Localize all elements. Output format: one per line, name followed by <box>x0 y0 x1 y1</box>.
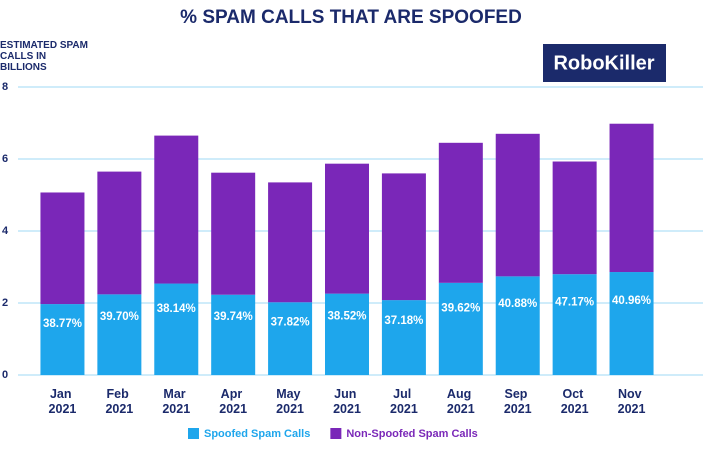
bar-segment <box>552 274 597 375</box>
bar-label: 39.62% <box>441 303 480 315</box>
x-tick-label: Oct 2021 <box>561 387 589 416</box>
chart-title: % SPAM CALLS THAT ARE SPOOFED <box>180 7 522 28</box>
x-tick-label: Nov 2021 <box>618 387 646 416</box>
bar-label: 39.70% <box>100 311 139 323</box>
bar-segment <box>40 304 85 375</box>
logo: RoboKiller <box>553 52 654 74</box>
x-tick-label: Aug 2021 <box>447 387 475 416</box>
bar-label: 38.52% <box>327 310 366 322</box>
bar-segment <box>325 293 369 375</box>
x-tick-label: Mar 2021 <box>162 387 190 416</box>
bar-segment <box>609 272 654 375</box>
bar-segment <box>495 276 540 375</box>
y-axis-label: ESTIMATED SPAM CALLS IN BILLIONS <box>0 40 91 73</box>
bar-label: 38.77% <box>43 318 82 330</box>
bar-segment <box>40 192 85 305</box>
bar-segment <box>552 161 597 275</box>
bar-segment <box>154 283 199 375</box>
bar-segment <box>211 294 256 375</box>
bar-label: 39.74% <box>214 311 253 323</box>
x-tick-label: Feb 2021 <box>105 387 133 416</box>
bar-segment <box>268 182 313 303</box>
y-tick-label: 8 <box>2 81 8 93</box>
y-tick-label: 6 <box>2 153 8 165</box>
bar-label: 37.18% <box>384 315 423 327</box>
logo-box <box>543 44 666 82</box>
legend-swatch <box>188 428 199 439</box>
bar-label: 40.96% <box>612 295 651 307</box>
bar-segment <box>268 302 313 375</box>
bar-segment <box>211 172 256 295</box>
legend-swatch <box>330 428 342 439</box>
bar-segment <box>97 294 142 375</box>
bar-segment <box>97 171 142 295</box>
legend-label: Spoofed Spam Calls <box>204 428 310 440</box>
bar-label: 47.17% <box>555 296 594 308</box>
y-tick-label: 0 <box>2 369 8 381</box>
bar-segment <box>154 135 199 284</box>
bar-label: 37.82% <box>271 317 310 329</box>
bar-segment <box>609 123 654 273</box>
x-tick-label: Jul 2021 <box>390 387 418 416</box>
x-tick-label: May 2021 <box>276 387 304 416</box>
y-tick-label: 4 <box>2 225 9 237</box>
legend-label: Non-Spoofed Spam Calls <box>346 428 477 440</box>
bar-segment <box>438 282 483 375</box>
y-tick-label: 2 <box>2 297 8 309</box>
bar-segment <box>438 142 483 283</box>
x-tick-label: Jan 2021 <box>49 387 77 416</box>
bar-segment <box>381 300 426 375</box>
x-tick-label: Sep 2021 <box>504 387 532 416</box>
bar-segment <box>381 173 426 301</box>
x-tick-label: Jun 2021 <box>333 387 361 416</box>
bar-segment <box>325 163 369 294</box>
bar-label: 38.14% <box>157 303 196 315</box>
x-tick-label: Apr 2021 <box>219 387 247 416</box>
bar-segment <box>495 133 540 277</box>
bar-label: 40.88% <box>498 298 537 310</box>
